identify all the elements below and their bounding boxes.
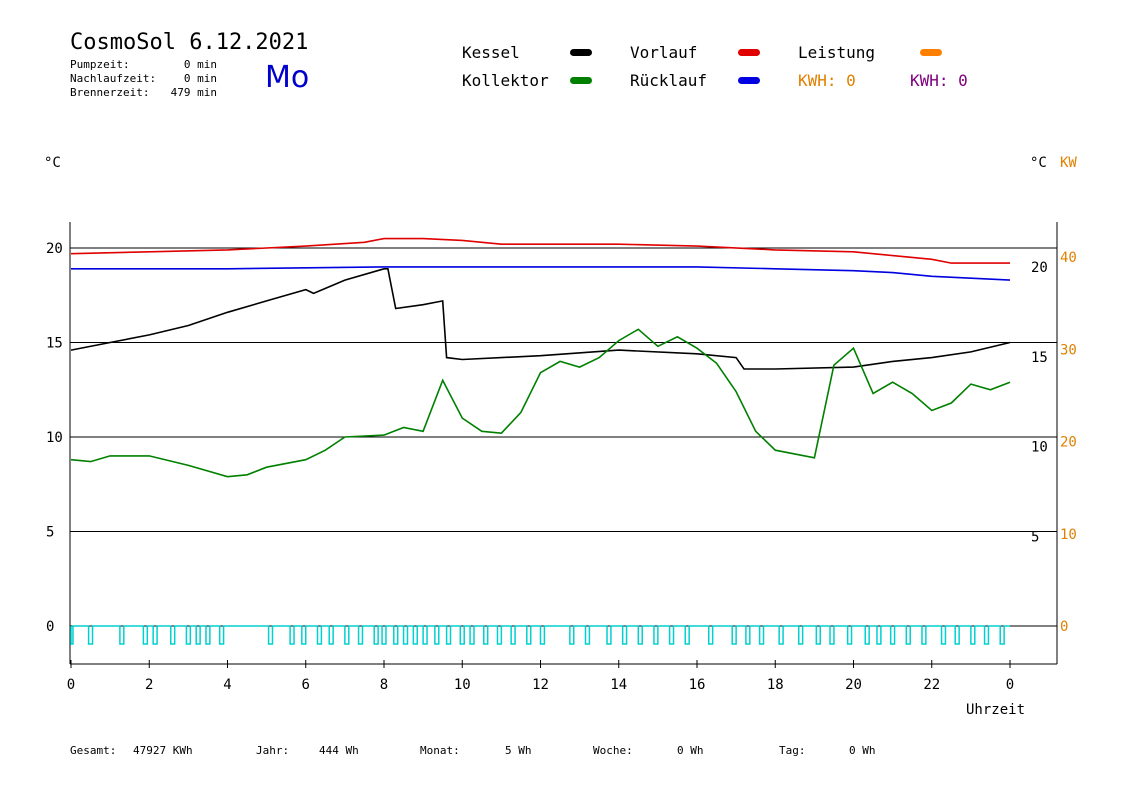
footer-gesamt-value: 47927 KWh: [133, 744, 193, 757]
y-tick-right: 20: [1031, 260, 1048, 276]
footer-woche-value: 0 Wh: [677, 744, 704, 757]
x-axis-label: Uhrzeit: [966, 702, 1026, 718]
x-tick-label: 0: [1006, 677, 1014, 693]
footer-woche-label: Woche:: [593, 744, 633, 757]
legend-swatch-kessel: [570, 49, 592, 56]
x-tick-label: 8: [380, 677, 388, 693]
stat-nachlaufzeit-label: Nachlaufzeit:: [70, 72, 157, 85]
x-tick-label: 20: [845, 677, 862, 693]
chart-title: CosmoSol 6.12.2021: [70, 30, 309, 55]
legend-swatch-leistung: [920, 49, 942, 56]
x-tick-label: 16: [689, 677, 706, 693]
y-tick-right: 5: [1031, 529, 1039, 545]
footer-jahr-value: 444 Wh: [319, 744, 359, 757]
footer-jahr-label: Jahr:: [256, 744, 290, 757]
legend-label-kollektor: Kollektor: [462, 71, 549, 90]
y-tick-left: 10: [46, 430, 63, 446]
y-tick-right: 10: [1031, 440, 1048, 456]
x-tick-label: 4: [223, 677, 231, 693]
right-axis-unit: °C: [1030, 155, 1047, 171]
right-axis-kw-unit: KW: [1060, 155, 1077, 171]
y-tick-kw: 30: [1060, 342, 1077, 358]
y-tick-left: 0: [46, 619, 54, 635]
footer-monat-label: Monat:: [420, 744, 460, 757]
x-tick-label: 14: [610, 677, 627, 693]
y-tick-kw: 20: [1060, 435, 1077, 451]
series-line-vorlauf: [70, 237, 1010, 264]
y-tick-left: 5: [46, 525, 54, 541]
x-tick-label: 2: [145, 677, 153, 693]
weekday-label: Mo: [265, 60, 310, 95]
x-tick-label: 18: [767, 677, 784, 693]
legend-label-ruecklauf: Rücklauf: [630, 71, 708, 90]
legend-swatch-ruecklauf: [738, 77, 760, 84]
legend-label-vorlauf: Vorlauf: [630, 43, 698, 62]
stat-pumpzeit-label: Pumpzeit:: [70, 58, 130, 71]
y-tick-left: 20: [46, 241, 63, 257]
stat-brennerzeit-label: Brennerzeit:: [70, 86, 150, 99]
y-tick-right: 15: [1031, 350, 1048, 366]
legend-swatch-vorlauf: [738, 49, 760, 56]
footer-gesamt-label: Gesamt:: [70, 744, 117, 757]
left-axis-unit: °C: [44, 155, 61, 171]
pump-signal-line: [70, 625, 1010, 645]
x-tick-label: 0: [67, 677, 75, 693]
stat-brennerzeit-value: 479 min: [170, 86, 217, 99]
footer-monat-value: 5 Wh: [505, 744, 532, 757]
kwh-leistung-value: KWH: 0: [798, 71, 856, 90]
legend-swatch-kollektor: [570, 77, 592, 84]
x-tick-label: 12: [532, 677, 549, 693]
stat-pumpzeit-value: 0 min: [183, 58, 217, 71]
footer-tag-value: 0 Wh: [849, 744, 876, 757]
footer-tag-label: Tag:: [779, 744, 806, 757]
y-tick-kw: 40: [1060, 250, 1077, 266]
x-tick-label: 10: [454, 677, 471, 693]
series-line-kollektor: [70, 328, 1011, 478]
series-line-ruecklauf: [71, 266, 1011, 281]
series-line-kessel: [70, 268, 1011, 370]
x-tick-label: 22: [923, 677, 940, 693]
y-tick-left: 15: [46, 336, 63, 352]
y-tick-kw: 10: [1060, 527, 1077, 543]
kwh-secondary-value: KWH: 0: [910, 71, 968, 90]
x-tick-label: 6: [302, 677, 310, 693]
y-tick-kw: 0: [1060, 619, 1068, 635]
legend-label-kessel: Kessel: [462, 43, 520, 62]
legend-label-leistung: Leistung: [798, 43, 876, 62]
stat-nachlaufzeit-value: 0 min: [183, 72, 217, 85]
